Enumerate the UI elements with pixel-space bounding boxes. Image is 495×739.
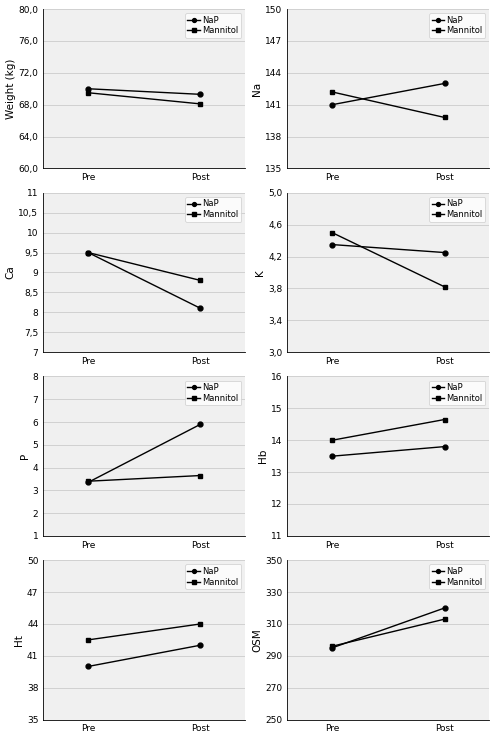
Mannitol: [329, 642, 335, 651]
Mannitol: [329, 87, 335, 96]
Y-axis label: P: P: [20, 453, 30, 460]
Mannitol: [198, 276, 203, 285]
Line: Mannitol: Mannitol: [330, 617, 447, 649]
Mannitol: [85, 88, 91, 97]
NaP: [442, 442, 447, 451]
Line: NaP: NaP: [330, 605, 447, 650]
NaP: [85, 478, 91, 487]
NaP: [198, 420, 203, 429]
NaP: [442, 79, 447, 88]
Mannitol: [198, 100, 203, 109]
Line: Mannitol: Mannitol: [330, 89, 447, 120]
Y-axis label: Na: Na: [252, 82, 262, 96]
Line: NaP: NaP: [330, 444, 447, 459]
Line: Mannitol: Mannitol: [330, 230, 447, 289]
Mannitol: [442, 615, 447, 624]
Mannitol: [442, 282, 447, 291]
Line: Mannitol: Mannitol: [330, 417, 447, 443]
Line: NaP: NaP: [86, 643, 203, 669]
Legend: NaP, Mannitol: NaP, Mannitol: [429, 197, 485, 222]
Mannitol: [85, 636, 91, 644]
NaP: [329, 240, 335, 249]
Y-axis label: K: K: [255, 269, 265, 276]
Mannitol: [329, 436, 335, 445]
Y-axis label: Ht: Ht: [14, 634, 24, 646]
Line: NaP: NaP: [86, 422, 203, 485]
Y-axis label: Ca: Ca: [5, 265, 15, 279]
Legend: NaP, Mannitol: NaP, Mannitol: [185, 13, 241, 38]
Line: NaP: NaP: [330, 81, 447, 107]
Legend: NaP, Mannitol: NaP, Mannitol: [429, 565, 485, 589]
Mannitol: [442, 113, 447, 122]
Mannitol: [198, 471, 203, 480]
Line: Mannitol: Mannitol: [86, 250, 203, 283]
Line: Mannitol: Mannitol: [86, 621, 203, 642]
NaP: [85, 248, 91, 257]
NaP: [198, 304, 203, 313]
NaP: [85, 84, 91, 93]
Mannitol: [85, 477, 91, 486]
Y-axis label: Hb: Hb: [258, 449, 268, 463]
NaP: [329, 452, 335, 460]
Line: NaP: NaP: [86, 86, 203, 97]
NaP: [442, 248, 447, 257]
Line: Mannitol: Mannitol: [86, 90, 203, 106]
Mannitol: [442, 415, 447, 424]
Legend: NaP, Mannitol: NaP, Mannitol: [429, 13, 485, 38]
NaP: [442, 604, 447, 613]
Legend: NaP, Mannitol: NaP, Mannitol: [185, 565, 241, 589]
Line: NaP: NaP: [330, 242, 447, 255]
Legend: NaP, Mannitol: NaP, Mannitol: [429, 381, 485, 405]
Legend: NaP, Mannitol: NaP, Mannitol: [185, 381, 241, 405]
NaP: [329, 101, 335, 109]
Mannitol: [85, 248, 91, 257]
NaP: [85, 662, 91, 671]
NaP: [198, 641, 203, 650]
NaP: [198, 90, 203, 99]
Y-axis label: OSM: OSM: [252, 628, 262, 652]
Line: Mannitol: Mannitol: [86, 473, 203, 483]
NaP: [329, 644, 335, 653]
Legend: NaP, Mannitol: NaP, Mannitol: [185, 197, 241, 222]
Line: NaP: NaP: [86, 250, 203, 311]
Y-axis label: Weight (kg): Weight (kg): [5, 58, 15, 119]
Mannitol: [198, 619, 203, 628]
Mannitol: [329, 228, 335, 237]
